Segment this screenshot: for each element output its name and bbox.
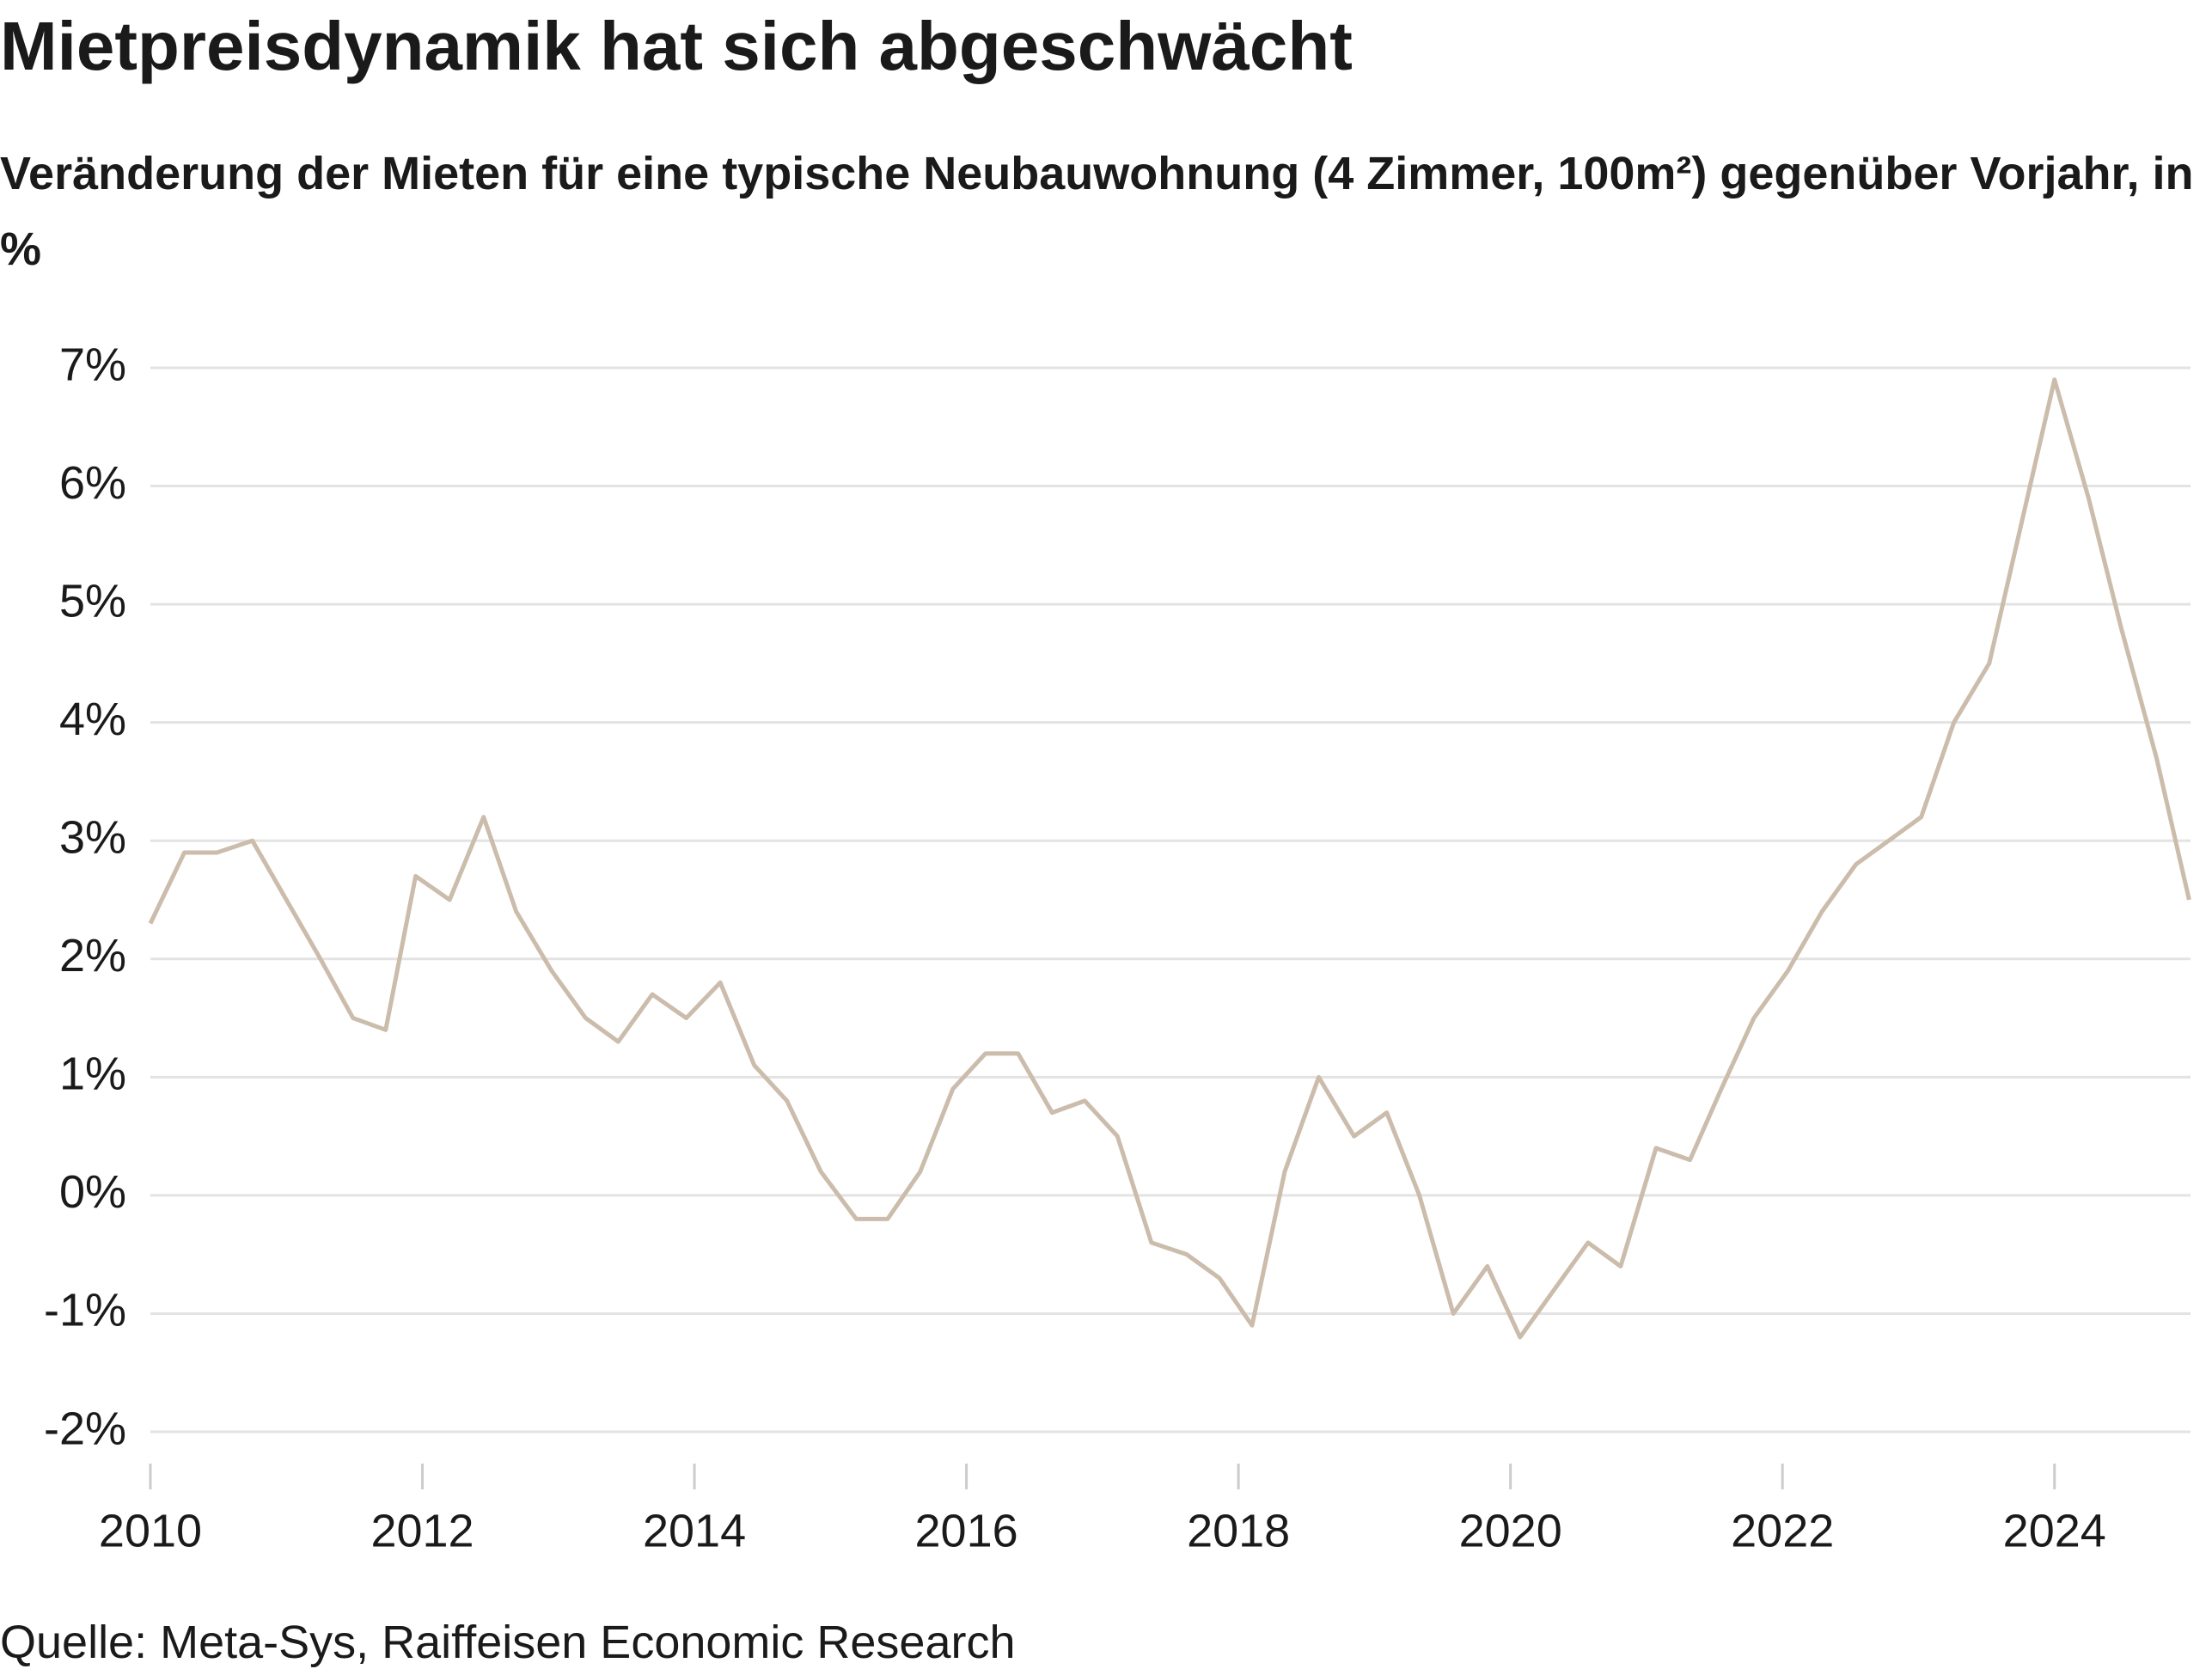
- y-tick-label: 3%: [59, 811, 126, 863]
- y-tick-label: -1%: [44, 1285, 126, 1336]
- chart-subtitle: Veränderung der Mieten für eine typische…: [0, 148, 2194, 275]
- x-tick-label: 2018: [1187, 1505, 1290, 1556]
- source-note: Quelle: Meta-Sys, Raiffeisen Economic Re…: [0, 1617, 1016, 1668]
- y-tick-label: 2%: [59, 930, 126, 981]
- y-tick-label: 1%: [59, 1048, 126, 1100]
- x-tick-label: 2016: [915, 1505, 1018, 1556]
- x-tick-label: 2024: [2003, 1505, 2106, 1556]
- x-tick-label: 2010: [99, 1505, 202, 1556]
- data-line: [148, 377, 2191, 1340]
- y-tick-label: 5%: [59, 575, 126, 627]
- y-tick-label: -2%: [44, 1403, 126, 1454]
- y-tick-label: 0%: [59, 1166, 126, 1218]
- x-tick-label: 2022: [1731, 1505, 1834, 1556]
- y-tick-label: 4%: [59, 694, 126, 745]
- chart: -2% -1% 0% 1% 2% 3% 4% 5% 6% 7% 2010 2012 2014 2016 20…: [44, 339, 2191, 1556]
- x-tick-label: 2020: [1459, 1505, 1562, 1556]
- y-tick-label: 6%: [59, 457, 126, 509]
- y-tick-label: 7%: [59, 339, 126, 390]
- chart-title: Mietpreisdynamik hat sich abgeschwächt: [0, 8, 1353, 84]
- x-tick-label: 2014: [643, 1505, 746, 1556]
- x-tick-label: 2012: [370, 1505, 474, 1556]
